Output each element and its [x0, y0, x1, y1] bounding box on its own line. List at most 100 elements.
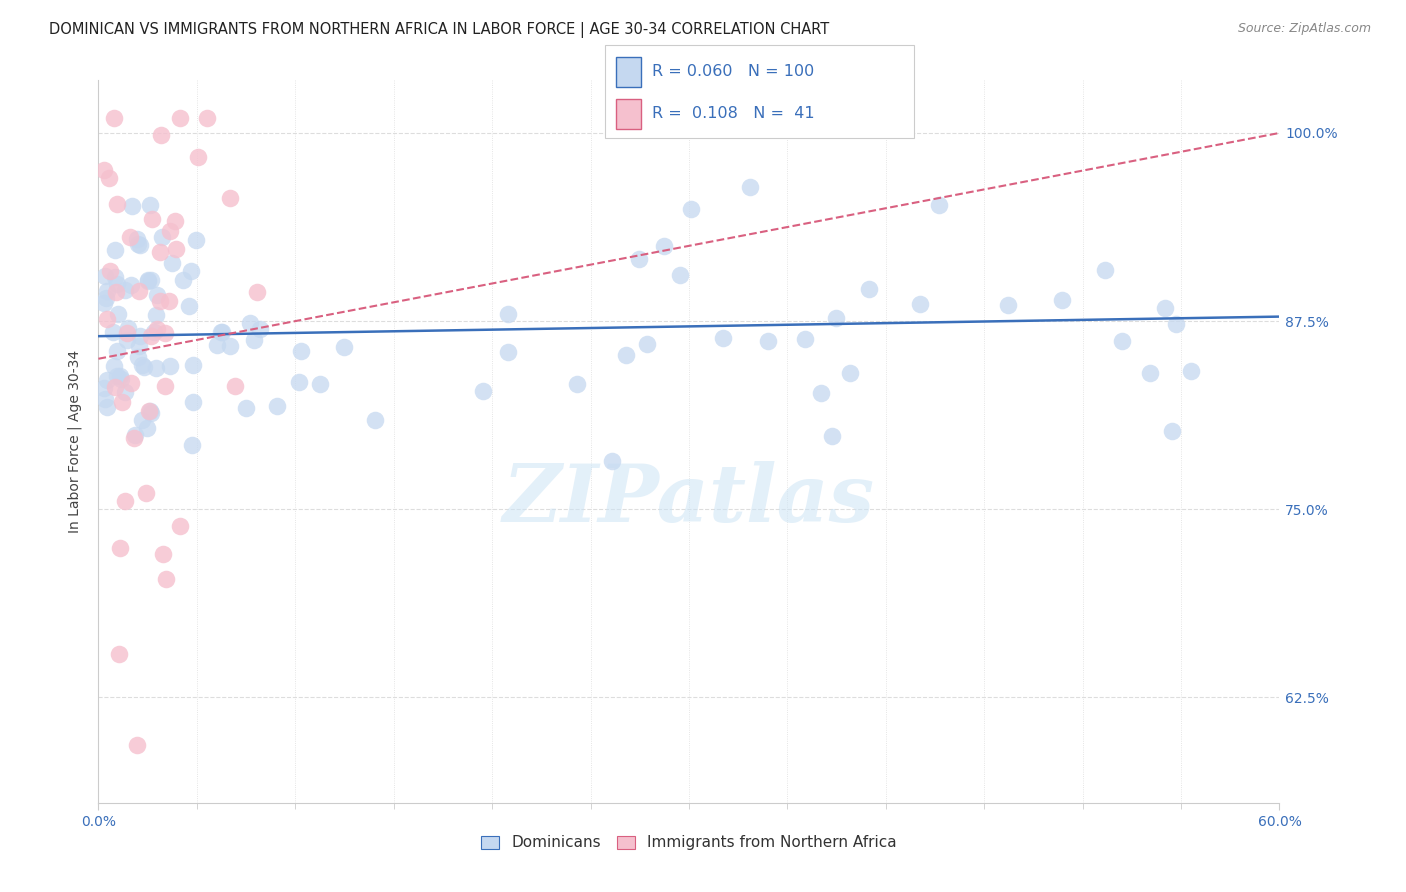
- Point: [145, 308, 167, 322]
- Point: [132, 359, 155, 374]
- Point: [821, 428, 844, 442]
- Point: [150, 229, 173, 244]
- Point: [181, 395, 204, 409]
- Point: [1166, 317, 1188, 331]
- Point: [858, 282, 880, 296]
- Text: R = 0.060   N = 100: R = 0.060 N = 100: [652, 64, 814, 79]
- Point: [139, 273, 162, 287]
- Point: [108, 369, 131, 384]
- Point: [117, 321, 139, 335]
- Point: [105, 368, 128, 383]
- Point: [209, 325, 232, 339]
- Point: [169, 518, 191, 533]
- Point: [364, 413, 387, 427]
- Point: [105, 285, 128, 299]
- Point: [125, 739, 148, 753]
- Point: [498, 307, 520, 321]
- Legend: Dominicans, Immigrants from Northern Africa: Dominicans, Immigrants from Northern Afr…: [475, 830, 903, 856]
- Point: [160, 256, 183, 270]
- Text: DOMINICAN VS IMMIGRANTS FROM NORTHERN AFRICA IN LABOR FORCE | AGE 30-34 CORRELAT: DOMINICAN VS IMMIGRANTS FROM NORTHERN AF…: [49, 22, 830, 38]
- Point: [1111, 334, 1133, 348]
- Point: [839, 366, 862, 380]
- Point: [679, 202, 702, 216]
- Point: [103, 111, 125, 125]
- Point: [600, 453, 623, 467]
- Point: [184, 233, 207, 247]
- Point: [290, 344, 312, 359]
- Point: [219, 339, 242, 353]
- Point: [145, 361, 167, 376]
- Point: [794, 332, 817, 346]
- Point: [131, 412, 153, 426]
- Point: [928, 197, 950, 211]
- Point: [96, 312, 118, 326]
- Point: [668, 268, 690, 282]
- Point: [128, 237, 150, 252]
- Point: [94, 392, 117, 406]
- Point: [810, 386, 832, 401]
- Point: [105, 197, 128, 211]
- Point: [93, 162, 115, 177]
- Point: [111, 394, 134, 409]
- Point: [565, 377, 588, 392]
- Point: [159, 359, 181, 373]
- Point: [159, 224, 181, 238]
- Point: [165, 242, 187, 256]
- Point: [181, 358, 204, 372]
- Point: [103, 326, 125, 340]
- Point: [287, 376, 309, 390]
- Point: [155, 326, 177, 341]
- Point: [172, 273, 194, 287]
- Point: [333, 340, 356, 354]
- Point: [96, 284, 118, 298]
- Point: [128, 284, 150, 298]
- Point: [93, 295, 115, 310]
- Point: [145, 288, 167, 302]
- Point: [96, 401, 118, 415]
- Point: [120, 376, 142, 390]
- Point: [243, 334, 266, 348]
- Point: [138, 404, 160, 418]
- Point: [141, 211, 163, 226]
- Point: [139, 403, 162, 417]
- Point: [142, 325, 165, 339]
- Point: [636, 337, 658, 351]
- Point: [224, 379, 246, 393]
- Point: [131, 359, 153, 373]
- Point: [136, 275, 159, 289]
- Point: [756, 334, 779, 349]
- Point: [249, 322, 271, 336]
- Point: [127, 237, 149, 252]
- Point: [138, 198, 160, 212]
- Point: [114, 493, 136, 508]
- Point: [100, 263, 122, 277]
- Point: [997, 298, 1019, 312]
- Point: [105, 343, 128, 358]
- Point: [93, 381, 115, 395]
- Point: [96, 372, 118, 386]
- Point: [239, 317, 262, 331]
- Point: [652, 239, 675, 253]
- Point: [104, 269, 127, 284]
- Point: [169, 111, 191, 125]
- Point: [128, 339, 150, 353]
- Point: [115, 326, 138, 340]
- Point: [136, 273, 159, 287]
- Point: [1180, 364, 1202, 378]
- Point: [187, 150, 209, 164]
- Point: [135, 486, 157, 500]
- Point: [129, 329, 152, 343]
- Point: [824, 311, 846, 326]
- Point: [309, 376, 332, 391]
- Point: [124, 427, 146, 442]
- Point: [105, 277, 128, 291]
- Point: [104, 380, 127, 394]
- Point: [103, 359, 125, 374]
- Point: [118, 229, 141, 244]
- Point: [136, 421, 159, 435]
- Point: [1153, 301, 1175, 316]
- Point: [177, 299, 200, 313]
- Point: [152, 547, 174, 561]
- Point: [181, 437, 204, 451]
- Point: [1052, 293, 1074, 308]
